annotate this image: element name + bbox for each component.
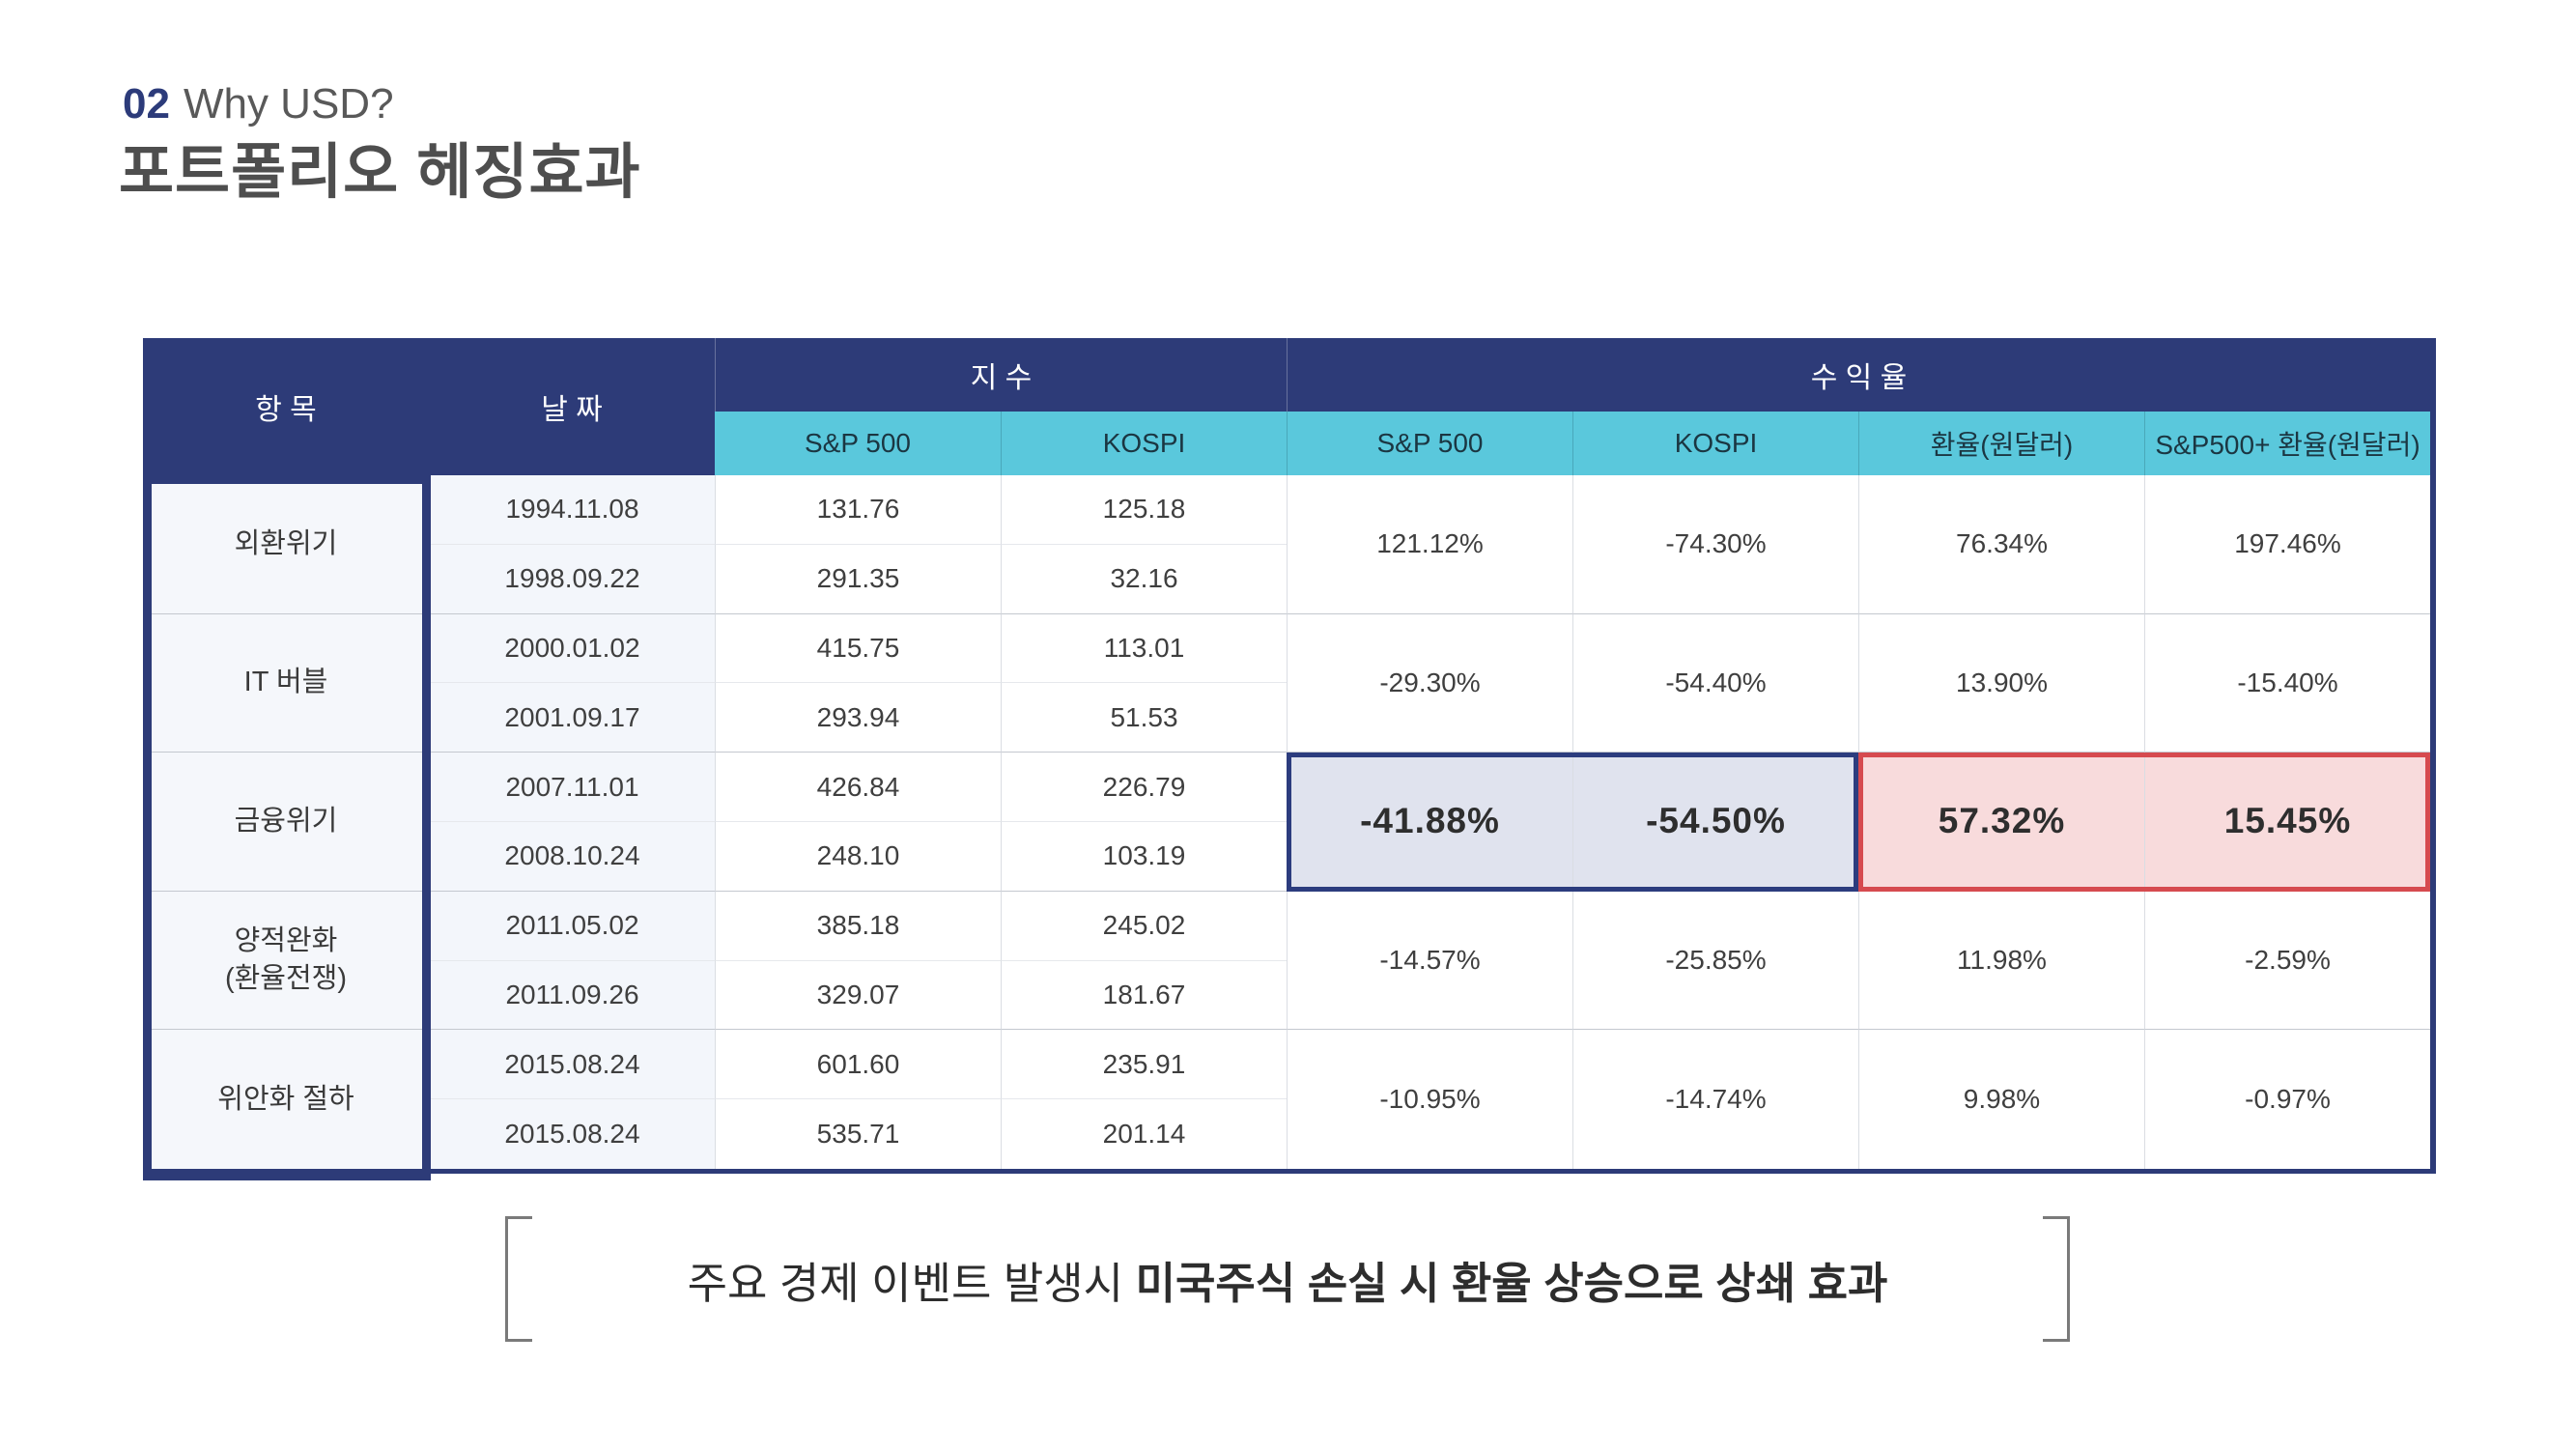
date-cell: 2000.01.02 — [429, 613, 715, 684]
index-kospi-cell: 125.18 — [1001, 475, 1287, 545]
index-sp500-cell: 385.18 — [715, 891, 1001, 961]
index-sp500-cell: 329.07 — [715, 960, 1001, 1031]
section-title: Why USD? — [183, 80, 394, 128]
page-title: 포트폴리오 헤징효과 — [119, 139, 641, 206]
return-kospi-cell: -14.74% — [1572, 1030, 1858, 1169]
item-cell: 위안화 절하 — [143, 1030, 429, 1169]
index-sp500-cell: 291.35 — [715, 544, 1001, 614]
return-sp500-fx-cell-highlighted: 15.45% — [2144, 753, 2430, 892]
date-cell: 2007.11.01 — [429, 753, 715, 822]
return-fx-cell-highlighted: 57.32% — [1858, 753, 2144, 892]
return-sp500-cell: -29.30% — [1287, 613, 1572, 753]
return-fx-cell: 76.34% — [1858, 475, 2144, 614]
index-kospi-cell: 181.67 — [1001, 960, 1287, 1031]
col-header-item: 항 목 — [143, 338, 429, 475]
date-cell: 2011.09.26 — [429, 960, 715, 1031]
section-heading: 02 Why USD? — [123, 83, 394, 126]
group-header-index: 지 수 — [715, 338, 1287, 412]
return-sp500-fx-cell: -2.59% — [2144, 891, 2430, 1031]
return-sp500-cell: 121.12% — [1287, 475, 1572, 614]
subheader-return-sp500-fx: S&P500+ 환율(원달러) — [2144, 412, 2430, 475]
summary-text-normal: 주요 경제 이벤트 발생시 — [687, 1258, 1136, 1308]
bracket-right-icon — [2043, 1216, 2070, 1342]
index-kospi-cell: 32.16 — [1001, 544, 1287, 614]
section-number: 02 — [123, 80, 170, 128]
hedging-effect-table: 항 목 날 짜 지 수 수 익 율 S&P 500 KOSPI S&P 500 … — [143, 338, 2436, 1180]
return-fx-cell: 13.90% — [1858, 613, 2144, 753]
return-kospi-cell: -54.40% — [1572, 613, 1858, 753]
return-fx-cell: 11.98% — [1858, 891, 2144, 1031]
index-sp500-cell: 248.10 — [715, 821, 1001, 892]
index-kospi-cell: 235.91 — [1001, 1030, 1287, 1100]
date-cell: 2001.09.17 — [429, 683, 715, 753]
index-kospi-cell: 201.14 — [1001, 1099, 1287, 1169]
date-cell: 2015.08.24 — [429, 1030, 715, 1100]
index-kospi-cell: 245.02 — [1001, 891, 1287, 961]
return-sp500-fx-cell: 197.46% — [2144, 475, 2430, 614]
index-sp500-cell: 535.71 — [715, 1099, 1001, 1169]
return-fx-cell: 9.98% — [1858, 1030, 2144, 1169]
item-cell: IT 버블 — [143, 613, 429, 753]
summary-callout: 주요 경제 이벤트 발생시 미국주식 손실 시 환율 상승으로 상쇄 효과 — [505, 1216, 2070, 1342]
index-sp500-cell: 601.60 — [715, 1030, 1001, 1100]
subheader-return-kospi: KOSPI — [1572, 412, 1858, 475]
date-cell: 1998.09.22 — [429, 544, 715, 614]
index-kospi-cell: 113.01 — [1001, 613, 1287, 684]
item-cell: 외환위기 — [143, 475, 429, 614]
item-cell: 금융위기 — [143, 753, 429, 892]
index-sp500-cell: 415.75 — [715, 613, 1001, 684]
subheader-index-kospi: KOSPI — [1001, 412, 1287, 475]
summary-text-bold: 미국주식 손실 시 환율 상승으로 상쇄 효과 — [1135, 1258, 1888, 1308]
return-sp500-fx-cell: -15.40% — [2144, 613, 2430, 753]
index-sp500-cell: 293.94 — [715, 683, 1001, 753]
col-header-date: 날 짜 — [429, 338, 715, 475]
index-sp500-cell: 426.84 — [715, 753, 1001, 822]
return-kospi-cell: -25.85% — [1572, 891, 1858, 1031]
group-header-return: 수 익 율 — [1287, 338, 2430, 412]
date-cell: 2008.10.24 — [429, 821, 715, 892]
subheader-return-sp500: S&P 500 — [1287, 412, 1572, 475]
subheader-return-fx: 환율(원달러) — [1858, 412, 2144, 475]
bracket-left-icon — [505, 1216, 532, 1342]
return-sp500-cell: -14.57% — [1287, 891, 1572, 1031]
summary-text: 주요 경제 이벤트 발생시 미국주식 손실 시 환율 상승으로 상쇄 효과 — [688, 1248, 1888, 1311]
date-cell: 2011.05.02 — [429, 891, 715, 961]
return-kospi-cell: -74.30% — [1572, 475, 1858, 614]
return-kospi-cell-highlighted: -54.50% — [1572, 753, 1858, 892]
return-sp500-fx-cell: -0.97% — [2144, 1030, 2430, 1169]
date-cell: 2015.08.24 — [429, 1099, 715, 1169]
return-sp500-cell: -10.95% — [1287, 1030, 1572, 1169]
index-kospi-cell: 226.79 — [1001, 753, 1287, 822]
return-sp500-cell-highlighted: -41.88% — [1287, 753, 1572, 892]
date-cell: 1994.11.08 — [429, 475, 715, 545]
index-kospi-cell: 103.19 — [1001, 821, 1287, 892]
subheader-index-sp500: S&P 500 — [715, 412, 1001, 475]
item-cell: 양적완화 (환율전쟁) — [143, 891, 429, 1031]
index-kospi-cell: 51.53 — [1001, 683, 1287, 753]
index-sp500-cell: 131.76 — [715, 475, 1001, 545]
